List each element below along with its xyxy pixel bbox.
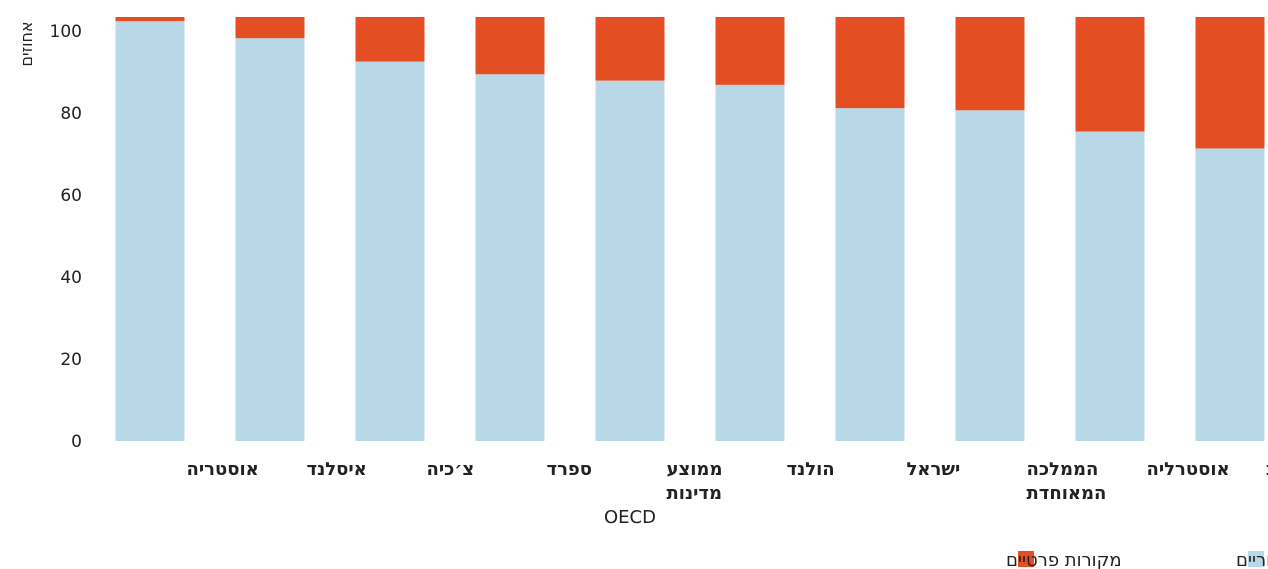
category-labels: ארצות הברית אוסטרליה הממלכה המאוחדת ישראל הול… bbox=[187, 459, 1268, 528]
category-label: ישראל bbox=[907, 459, 961, 480]
legend: מקורות ציבוריים מקורות פרטיים bbox=[1006, 550, 1268, 569]
category-label-line: איסלנד bbox=[307, 459, 367, 480]
y-tick-label: 80 bbox=[60, 104, 82, 124]
category-label: איסלנד bbox=[307, 459, 367, 480]
category-label-line: OECD bbox=[604, 507, 656, 528]
bar-public-sources bbox=[115, 21, 185, 442]
category-label-line: הממלכה bbox=[1027, 459, 1099, 480]
y-tick-label: 100 bbox=[50, 22, 82, 42]
category-label: צ׳כיה bbox=[427, 459, 475, 480]
bar-public-sources bbox=[1195, 148, 1265, 441]
bars bbox=[115, 17, 1265, 442]
y-axis: 0 20 40 60 80 100 bbox=[50, 22, 82, 452]
bar-public-sources bbox=[955, 110, 1025, 441]
legend-item-public: מקורות ציבוריים bbox=[1236, 550, 1268, 569]
category-label-line: ישראל bbox=[907, 459, 961, 480]
bar-public-sources bbox=[235, 38, 305, 441]
y-tick-label: 0 bbox=[71, 432, 82, 452]
bar-private-sources bbox=[355, 17, 425, 62]
bar-public-sources bbox=[595, 80, 665, 441]
bar-private-sources bbox=[715, 17, 785, 85]
legend-swatch bbox=[1248, 551, 1264, 567]
bar-private-sources bbox=[835, 17, 905, 109]
bar-private-sources bbox=[595, 17, 665, 81]
category-label-line: ספרד bbox=[547, 459, 593, 480]
category-label: ספרד bbox=[547, 459, 593, 480]
category-label: אוסטרליה bbox=[1147, 459, 1230, 480]
bar-private-sources bbox=[1075, 17, 1145, 132]
legend-label: מקורות פרטיים bbox=[1006, 550, 1122, 569]
category-label: הממלכה המאוחדת bbox=[1027, 459, 1107, 504]
bar-private-sources bbox=[475, 17, 545, 75]
y-tick-label: 60 bbox=[60, 186, 82, 206]
y-tick-label: 20 bbox=[60, 350, 82, 370]
bar-private-sources bbox=[115, 17, 185, 22]
category-label-line: הולנד bbox=[787, 459, 835, 480]
bar-public-sources bbox=[1075, 131, 1145, 442]
category-label-line: צ׳כיה bbox=[427, 459, 475, 480]
category-label-line: אוסטריה bbox=[187, 459, 259, 480]
category-label: הולנד bbox=[787, 459, 835, 480]
bar-private-sources bbox=[235, 17, 305, 39]
category-label-line: ממוצע bbox=[667, 459, 723, 480]
category-label: אוסטריה bbox=[187, 459, 259, 480]
y-axis-title: אחוזים bbox=[17, 21, 36, 66]
bar-public-sources bbox=[355, 61, 425, 442]
y-tick-label: 40 bbox=[60, 268, 82, 288]
bar-private-sources bbox=[955, 17, 1025, 111]
bar-public-sources bbox=[715, 84, 785, 441]
category-label-line: המאוחדת bbox=[1027, 483, 1107, 504]
bar-public-sources bbox=[835, 108, 905, 441]
legend-swatch bbox=[1018, 551, 1034, 567]
category-label-line: מדינות bbox=[667, 483, 723, 504]
category-label: ממוצע מדינות OECD bbox=[604, 459, 722, 528]
legend-item-private: מקורות פרטיים bbox=[1006, 550, 1122, 569]
category-label: ארצות הברית bbox=[1267, 459, 1268, 480]
bar-private-sources bbox=[1195, 17, 1265, 149]
category-label-line: ארצות הברית bbox=[1267, 459, 1268, 480]
bar-public-sources bbox=[475, 74, 545, 442]
category-label-line: אוסטרליה bbox=[1147, 459, 1230, 480]
legend-label: מקורות ציבוריים bbox=[1236, 550, 1268, 569]
